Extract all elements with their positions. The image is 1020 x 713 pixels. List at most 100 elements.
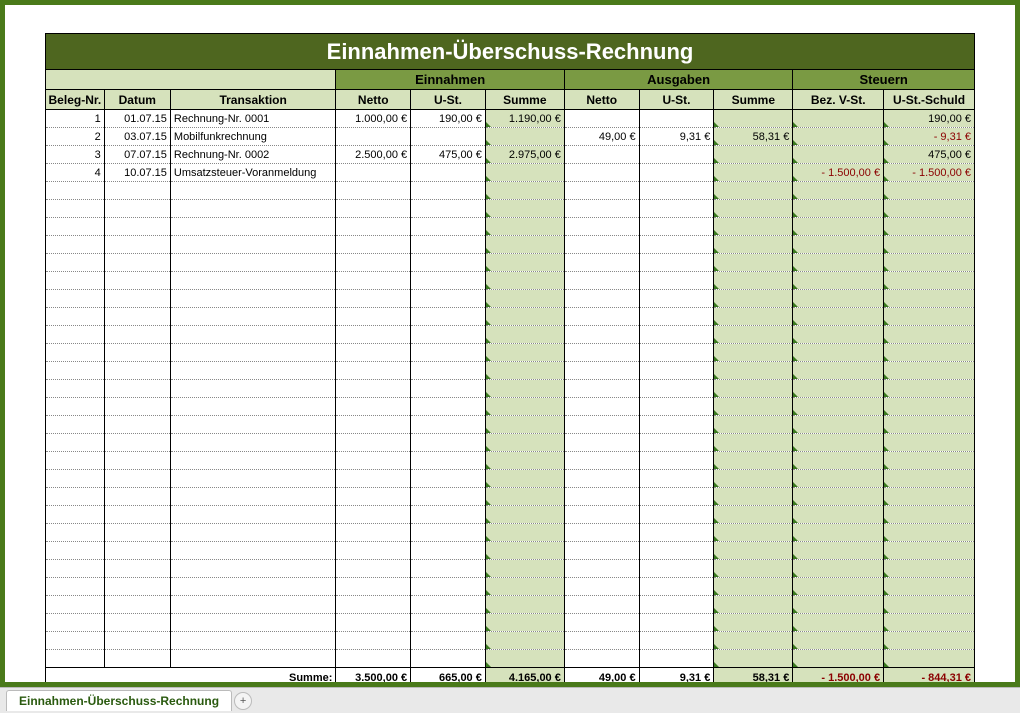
cell-empty[interactable]	[411, 218, 486, 236]
cell-empty[interactable]	[485, 506, 564, 524]
cell-empty[interactable]	[170, 218, 335, 236]
cell-empty[interactable]	[46, 272, 105, 290]
cell-empty[interactable]	[336, 434, 411, 452]
cell-s-schuld[interactable]: 475,00 €	[884, 146, 975, 164]
cell-empty[interactable]	[884, 236, 975, 254]
cell-empty[interactable]	[639, 272, 714, 290]
cell-empty[interactable]	[170, 200, 335, 218]
cell-empty[interactable]	[411, 182, 486, 200]
cell-empty[interactable]	[46, 650, 105, 668]
cell-empty[interactable]	[793, 236, 884, 254]
cell-empty[interactable]	[884, 416, 975, 434]
cell-empty[interactable]	[485, 218, 564, 236]
cell-empty[interactable]	[485, 560, 564, 578]
cell-empty[interactable]	[485, 254, 564, 272]
cell-empty[interactable]	[793, 488, 884, 506]
cell-empty[interactable]	[104, 362, 170, 380]
cell-empty[interactable]	[884, 326, 975, 344]
cell-empty[interactable]	[336, 254, 411, 272]
cell-empty[interactable]	[485, 344, 564, 362]
cell-empty[interactable]	[564, 272, 639, 290]
cell-empty[interactable]	[793, 416, 884, 434]
cell-empty[interactable]	[639, 254, 714, 272]
cell-empty[interactable]	[411, 236, 486, 254]
cell-empty[interactable]	[564, 452, 639, 470]
cell-empty[interactable]	[714, 344, 793, 362]
cell-empty[interactable]	[884, 182, 975, 200]
cell-empty[interactable]	[485, 416, 564, 434]
cell-empty[interactable]	[104, 326, 170, 344]
cell-e-summe[interactable]	[485, 128, 564, 146]
cell-empty[interactable]	[564, 578, 639, 596]
cell-empty[interactable]	[336, 452, 411, 470]
cell-empty[interactable]	[104, 182, 170, 200]
cell-empty[interactable]	[170, 272, 335, 290]
cell-empty[interactable]	[485, 614, 564, 632]
cell-empty[interactable]	[170, 470, 335, 488]
cell-empty[interactable]	[639, 290, 714, 308]
cell-empty[interactable]	[46, 344, 105, 362]
cell-s-bez[interactable]	[793, 110, 884, 128]
cell-empty[interactable]	[485, 200, 564, 218]
cell-empty[interactable]	[46, 416, 105, 434]
cell-empty[interactable]	[411, 434, 486, 452]
cell-empty[interactable]	[485, 578, 564, 596]
cell-empty[interactable]	[884, 632, 975, 650]
cell-empty[interactable]	[639, 632, 714, 650]
cell-empty[interactable]	[46, 614, 105, 632]
cell-empty[interactable]	[564, 434, 639, 452]
cell-empty[interactable]	[485, 524, 564, 542]
cell-e-summe[interactable]: 2.975,00 €	[485, 146, 564, 164]
cell-empty[interactable]	[793, 182, 884, 200]
cell-empty[interactable]	[46, 542, 105, 560]
cell-empty[interactable]	[884, 560, 975, 578]
cell-beleg[interactable]: 3	[46, 146, 105, 164]
cell-empty[interactable]	[793, 398, 884, 416]
cell-empty[interactable]	[884, 308, 975, 326]
cell-empty[interactable]	[104, 560, 170, 578]
cell-empty[interactable]	[639, 398, 714, 416]
cell-e-netto[interactable]	[336, 164, 411, 182]
cell-empty[interactable]	[884, 470, 975, 488]
cell-empty[interactable]	[336, 416, 411, 434]
cell-e-netto[interactable]: 1.000,00 €	[336, 110, 411, 128]
cell-empty[interactable]	[714, 416, 793, 434]
cell-empty[interactable]	[639, 650, 714, 668]
cell-a-netto[interactable]	[564, 164, 639, 182]
cell-empty[interactable]	[884, 434, 975, 452]
cell-empty[interactable]	[793, 308, 884, 326]
cell-empty[interactable]	[336, 632, 411, 650]
cell-empty[interactable]	[714, 488, 793, 506]
cell-empty[interactable]	[485, 290, 564, 308]
cell-empty[interactable]	[46, 218, 105, 236]
cell-empty[interactable]	[564, 560, 639, 578]
cell-empty[interactable]	[564, 290, 639, 308]
cell-empty[interactable]	[884, 542, 975, 560]
cell-empty[interactable]	[46, 326, 105, 344]
cell-empty[interactable]	[639, 362, 714, 380]
cell-empty[interactable]	[793, 614, 884, 632]
cell-empty[interactable]	[411, 542, 486, 560]
cell-a-netto[interactable]: 49,00 €	[564, 128, 639, 146]
cell-empty[interactable]	[485, 308, 564, 326]
cell-empty[interactable]	[714, 560, 793, 578]
cell-empty[interactable]	[714, 578, 793, 596]
cell-a-summe[interactable]	[714, 164, 793, 182]
cell-empty[interactable]	[46, 290, 105, 308]
cell-a-summe[interactable]: 58,31 €	[714, 128, 793, 146]
cell-empty[interactable]	[104, 254, 170, 272]
cell-e-summe[interactable]: 1.190,00 €	[485, 110, 564, 128]
cell-empty[interactable]	[104, 290, 170, 308]
cell-empty[interactable]	[336, 380, 411, 398]
cell-empty[interactable]	[485, 596, 564, 614]
cell-s-schuld[interactable]: 190,00 €	[884, 110, 975, 128]
cell-empty[interactable]	[564, 254, 639, 272]
cell-empty[interactable]	[793, 560, 884, 578]
cell-empty[interactable]	[170, 182, 335, 200]
cell-empty[interactable]	[793, 632, 884, 650]
cell-a-summe[interactable]	[714, 110, 793, 128]
cell-empty[interactable]	[46, 524, 105, 542]
cell-empty[interactable]	[170, 416, 335, 434]
cell-empty[interactable]	[639, 326, 714, 344]
cell-empty[interactable]	[884, 362, 975, 380]
